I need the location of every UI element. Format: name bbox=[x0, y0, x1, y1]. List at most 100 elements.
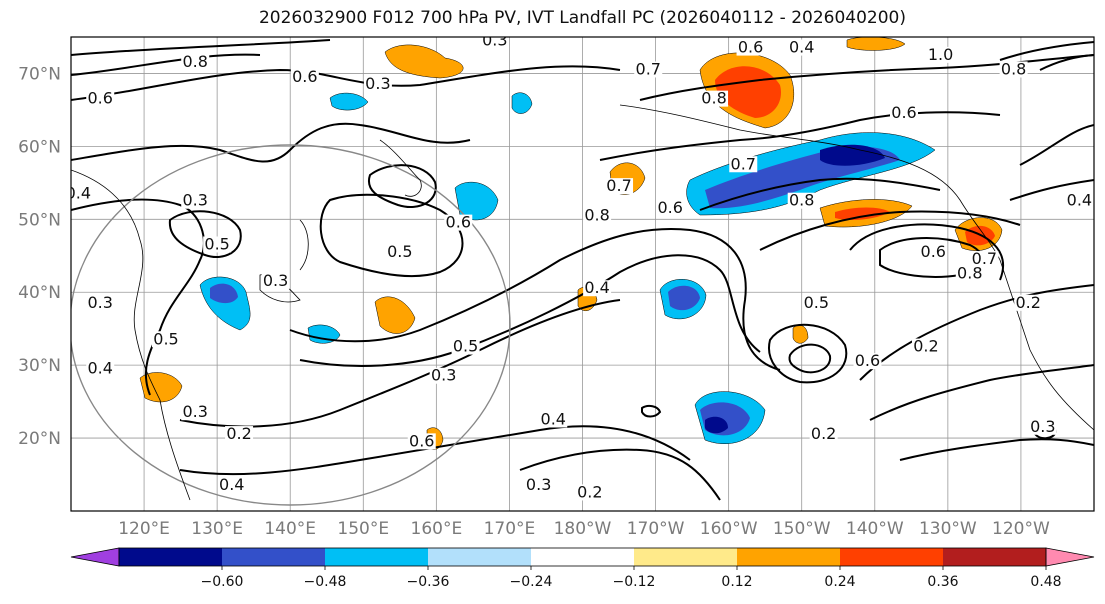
pv-contour-line bbox=[759, 210, 1021, 251]
contour-value-label: 0.7 bbox=[972, 249, 997, 268]
contour-value-label: 0.4 bbox=[66, 183, 91, 202]
pv-contour-line bbox=[179, 425, 691, 476]
contour-label-backdrop bbox=[583, 207, 612, 224]
contour-value-label: 0.3 bbox=[431, 366, 456, 385]
anomaly-negative-okhotsk bbox=[329, 92, 369, 111]
contour-label-backdrop bbox=[261, 272, 290, 289]
contour-value-label: 0.5 bbox=[804, 293, 829, 312]
contour-label-backdrop bbox=[71, 185, 93, 202]
contour-label-backdrop bbox=[429, 367, 458, 384]
pv-contour-line bbox=[788, 343, 832, 374]
anomaly-deep-negative-south bbox=[705, 416, 728, 434]
contour-value-label: 0.3 bbox=[526, 475, 551, 494]
contour-value-label: 1.0 bbox=[928, 45, 953, 64]
contour-value-label: 0.8 bbox=[584, 205, 609, 224]
contour-value-label: 0.5 bbox=[204, 234, 229, 253]
contour-label-backdrop bbox=[290, 68, 319, 85]
colorbar-tick-label: −0.60 bbox=[201, 574, 244, 590]
contour-label-backdrop bbox=[970, 251, 999, 268]
contour-value-label: 0.3 bbox=[182, 402, 207, 421]
contour-label-backdrop bbox=[809, 426, 838, 443]
anomaly-negative-east-japan bbox=[307, 324, 341, 344]
latitude-tick-label: 40°N bbox=[18, 283, 61, 303]
colorbar-tick-label: −0.12 bbox=[613, 574, 656, 590]
contour-label-backdrop bbox=[583, 280, 612, 297]
reference-circle bbox=[71, 144, 511, 506]
contour-value-label: 0.3 bbox=[365, 74, 390, 93]
contour-label-backdrop bbox=[634, 61, 663, 78]
contour-label-backdrop bbox=[363, 76, 392, 93]
longitude-tick-label: 160°E bbox=[411, 519, 463, 539]
longitude-tick-label: 120°E bbox=[118, 519, 170, 539]
longitude-tick-label: 170°W bbox=[627, 519, 685, 539]
pv-contour-line bbox=[71, 122, 471, 163]
pv-contour-line bbox=[1039, 54, 1094, 71]
pv-contour-line bbox=[71, 65, 621, 101]
contour-label-backdrop bbox=[407, 433, 436, 450]
pv-contour-line bbox=[859, 284, 1094, 381]
contour-label-backdrop bbox=[451, 338, 480, 355]
contour-value-label: 0.2 bbox=[811, 424, 836, 443]
contour-value-label: 0.8 bbox=[701, 89, 726, 108]
contour-value-label: 0.3 bbox=[263, 271, 288, 290]
latitude-tick-label: 20°N bbox=[18, 429, 61, 449]
latitude-tick-label: 30°N bbox=[18, 356, 61, 376]
pv-contour-line bbox=[869, 364, 1094, 421]
coastline-north-america bbox=[999, 259, 1094, 431]
contour-value-label: 0.6 bbox=[657, 198, 682, 217]
coastline-alaska bbox=[619, 104, 1001, 261]
longitude-tick-label: 160°W bbox=[700, 519, 758, 539]
pv-contour-line bbox=[1019, 124, 1094, 166]
contour-value-label: 0.4 bbox=[1067, 191, 1092, 210]
pv-contour-line bbox=[319, 193, 464, 278]
colorbar-tick-label: 0.24 bbox=[824, 574, 855, 590]
contour-value-label: 0.2 bbox=[226, 424, 251, 443]
contour-label-backdrop bbox=[181, 192, 210, 209]
latitude-tick-label: 60°N bbox=[18, 137, 61, 157]
pv-contour-line bbox=[168, 210, 242, 258]
pv-contour-line bbox=[768, 323, 848, 384]
colorbar-segment bbox=[428, 548, 532, 566]
longitude-tick-label: 180°W bbox=[554, 519, 612, 539]
contour-label-backdrop bbox=[802, 294, 831, 311]
colorbar-segment bbox=[634, 548, 738, 566]
contour-label-backdrop bbox=[524, 477, 553, 494]
longitude-tick-label: 150°W bbox=[773, 519, 831, 539]
contour-label-backdrop bbox=[539, 411, 568, 428]
contour-label-backdrop bbox=[853, 353, 882, 370]
contour-label-backdrop bbox=[1028, 418, 1057, 435]
contour-label-backdrop bbox=[86, 360, 115, 377]
longitude-tick-label: 140°E bbox=[264, 519, 316, 539]
contour-label-backdrop bbox=[444, 214, 473, 231]
contour-label-backdrop bbox=[151, 331, 180, 348]
anomaly-positive-arctic bbox=[384, 44, 464, 79]
contour-label-backdrop bbox=[181, 404, 210, 421]
contour-value-label: 0.4 bbox=[88, 358, 113, 377]
pv-contour-line bbox=[179, 299, 621, 428]
contour-value-label: 0.6 bbox=[88, 89, 113, 108]
contour-label-backdrop bbox=[729, 156, 758, 173]
latitude-labels: 20°N 30°N 40°N 50°N 60°N 70°N bbox=[18, 64, 61, 449]
contour-value-label: 0.5 bbox=[453, 337, 478, 356]
contour-value-label: 0.4 bbox=[541, 409, 566, 428]
contour-label-backdrop bbox=[700, 90, 729, 107]
contour-value-label: 0.6 bbox=[738, 38, 763, 57]
contour-label-backdrop bbox=[926, 46, 955, 63]
contour-label-backdrop bbox=[575, 484, 604, 501]
contour-value-label: 0.2 bbox=[1016, 293, 1041, 312]
contour-label-backdrop bbox=[605, 178, 634, 195]
contour-value-label: 0.6 bbox=[855, 351, 880, 370]
contour-value-label: 0.4 bbox=[789, 38, 814, 57]
contour-value-label: 0.3 bbox=[482, 30, 507, 49]
longitude-tick-label: 140°W bbox=[846, 519, 904, 539]
contour-value-label: 0.8 bbox=[182, 52, 207, 71]
contour-label-backdrop bbox=[203, 236, 232, 253]
anomaly-strong-negative-japan bbox=[210, 283, 238, 304]
contour-label-backdrop bbox=[736, 39, 765, 56]
contour-label-backdrop bbox=[955, 265, 984, 282]
pv-contour-line bbox=[699, 177, 941, 211]
longitude-tick-label: 130°W bbox=[919, 519, 977, 539]
contour-label-backdrop bbox=[225, 426, 254, 443]
contour-label-backdrop bbox=[919, 243, 948, 260]
